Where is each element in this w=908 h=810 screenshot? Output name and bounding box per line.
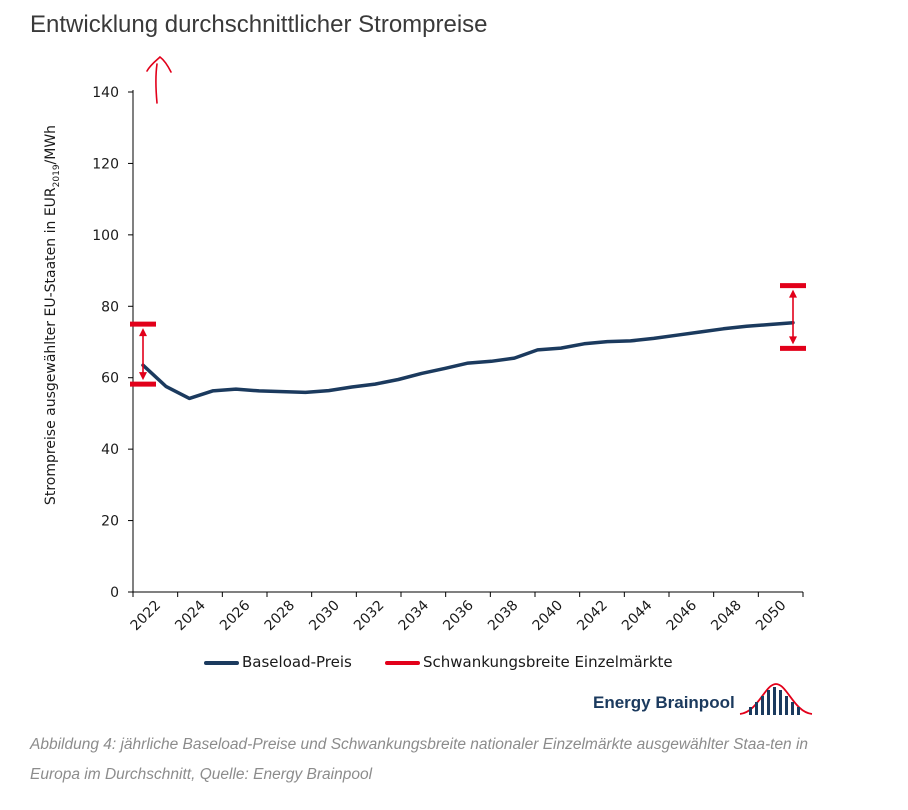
handwritten-arrow-icon: [146, 55, 172, 104]
figure-caption: Abbildung 4: jährliche Baseload-Preise u…: [30, 736, 809, 783]
x-axis-ticks: 2022 2024 2026 2028 2030 2032 2034 2036 2038 2040…: [128, 592, 804, 635]
x-tick-label: 2032: [351, 598, 388, 635]
series-range: [130, 283, 806, 387]
y-tick-label: 120: [92, 156, 119, 172]
x-tick-label: 2026: [217, 597, 254, 634]
y-axis-label: Strompreise ausgewählter EU-Staaten in E…: [43, 125, 62, 505]
energy-brainpool-logo-icon: [739, 683, 813, 715]
brand-name: Energy Brainpool: [593, 693, 735, 712]
range-arrow-up-icon: [139, 328, 147, 337]
x-tick-label: 2036: [440, 597, 477, 634]
y-tick-label: 100: [92, 228, 119, 244]
x-tick-label: 2034: [396, 597, 433, 634]
chart-title: Entwicklung durchschnittlicher Stromprei…: [30, 11, 488, 38]
y-axis-ticks: 0 20 40 60 80 100 120 140: [92, 85, 133, 601]
y-tick-label: 140: [92, 85, 119, 101]
x-tick-label: 2030: [306, 598, 343, 635]
x-tick-label: 2048: [708, 598, 745, 635]
x-tick-label: 2024: [172, 597, 209, 634]
series-baseload: [141, 320, 795, 401]
chart-axes: [132, 90, 803, 593]
range-arrow-down-icon: [789, 336, 797, 345]
x-tick-label: 2050: [753, 598, 790, 635]
x-tick-label: 2028: [262, 598, 299, 635]
y-tick-label: 60: [101, 371, 119, 387]
legend-label-range: Schwankungsbreite Einzelmärkte: [423, 653, 673, 671]
x-tick-label: 2044: [619, 597, 656, 634]
y-tick-label: 20: [101, 514, 119, 530]
x-tick-label: 2046: [664, 597, 701, 634]
x-tick-label: 2022: [128, 598, 165, 635]
range-arrow-down-icon: [139, 372, 147, 381]
x-tick-label: 2038: [485, 598, 522, 635]
range-arrow-up-icon: [789, 289, 797, 298]
baseload-line: [141, 320, 795, 401]
x-tick-label: 2040: [530, 598, 567, 635]
legend-label-baseload: Baseload-Preis: [242, 653, 352, 671]
y-tick-label: 40: [101, 442, 119, 458]
y-tick-label: 0: [110, 585, 119, 601]
y-tick-label: 80: [101, 299, 119, 315]
x-tick-label: 2042: [574, 598, 611, 635]
